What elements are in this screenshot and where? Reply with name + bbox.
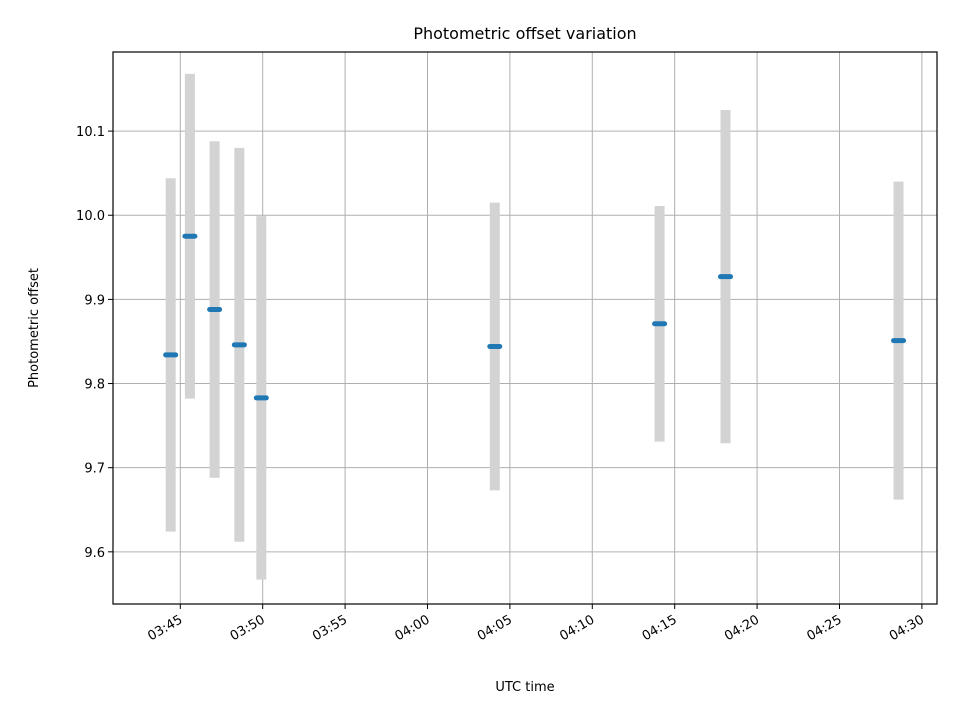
y-tick-label: 9.8 xyxy=(84,378,105,393)
data-points xyxy=(163,233,907,401)
y-tick-label: 9.7 xyxy=(84,462,105,477)
y-tick-label: 9.6 xyxy=(84,546,105,561)
y-tick-label: 9.9 xyxy=(84,293,105,308)
y-axis-label: Photometric offset xyxy=(27,268,42,388)
x-axis-label: UTC time xyxy=(495,680,554,695)
plot-frame xyxy=(112,51,938,605)
chart-title: Photometric offset variation xyxy=(413,24,636,43)
y-tick-label: 10.1 xyxy=(76,125,105,140)
grid xyxy=(113,52,937,604)
y-axis-ticks: 9.6 9.7 9.8 9.9 10.0 10.1 xyxy=(76,125,113,561)
y-tick-label: 10.0 xyxy=(76,209,105,224)
